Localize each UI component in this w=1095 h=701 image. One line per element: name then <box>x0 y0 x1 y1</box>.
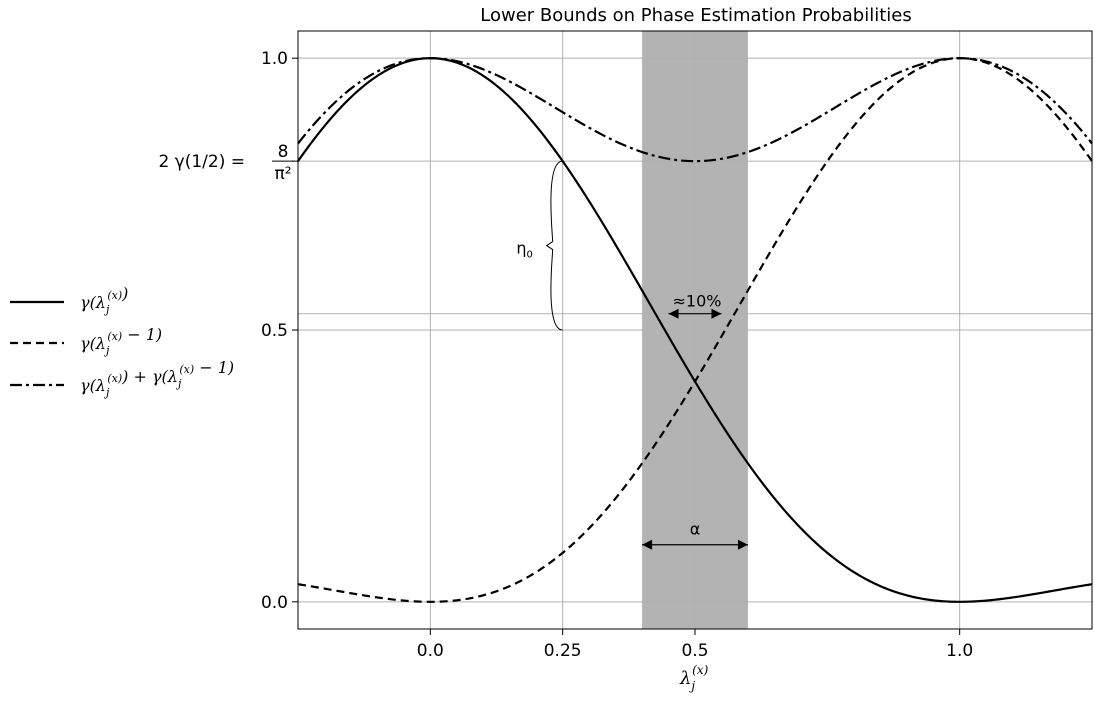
legend-label: γ(λj(x)) <box>80 284 128 316</box>
chart-title: Lower Bounds on Phase Estimation Probabi… <box>480 5 911 26</box>
y-tick-label: 0.0 <box>261 593 288 613</box>
ten-percent-label: ≈10% <box>673 292 722 311</box>
y-tick-label: 0.5 <box>261 321 288 341</box>
legend-label: γ(λj(x) − 1) <box>80 325 162 357</box>
eta-label: η0 <box>516 239 533 261</box>
arrow-head-right <box>711 308 722 319</box>
y-tick-label: 2 γ(1/2) = <box>158 152 245 172</box>
x-tick-label: 0.5 <box>681 641 708 661</box>
legend: γ(λj(x)) γ(λj(x) − 1)γ(λj(x)) + γ(λj(x) −… <box>10 284 234 399</box>
y-tick-label-denominator: π² <box>274 164 291 184</box>
series-line-dashdot <box>297 57 1093 163</box>
y-tick-label-numerator: 8 <box>278 142 289 162</box>
plot-area: 0.0 0.25 0.5 1.0 0.0 0.5 2 γ(1/2) = 8π² 1.0 λj(x)… <box>158 30 1093 693</box>
arrow-head-left <box>668 308 679 319</box>
y-tick-label: 1.0 <box>261 49 288 69</box>
legend-label: γ(λj(x)) + γ(λj(x) − 1) <box>80 358 234 399</box>
arrow-head-right <box>737 539 748 550</box>
arrow-head-left <box>642 539 653 550</box>
alpha-label: α <box>690 520 701 539</box>
x-axis-label: λj(x) <box>679 663 709 693</box>
x-tick-label: 0.0 <box>417 641 444 661</box>
brace-annotation <box>545 160 563 331</box>
x-tick-label: 0.25 <box>544 641 582 661</box>
x-tick-label: 1.0 <box>946 641 973 661</box>
